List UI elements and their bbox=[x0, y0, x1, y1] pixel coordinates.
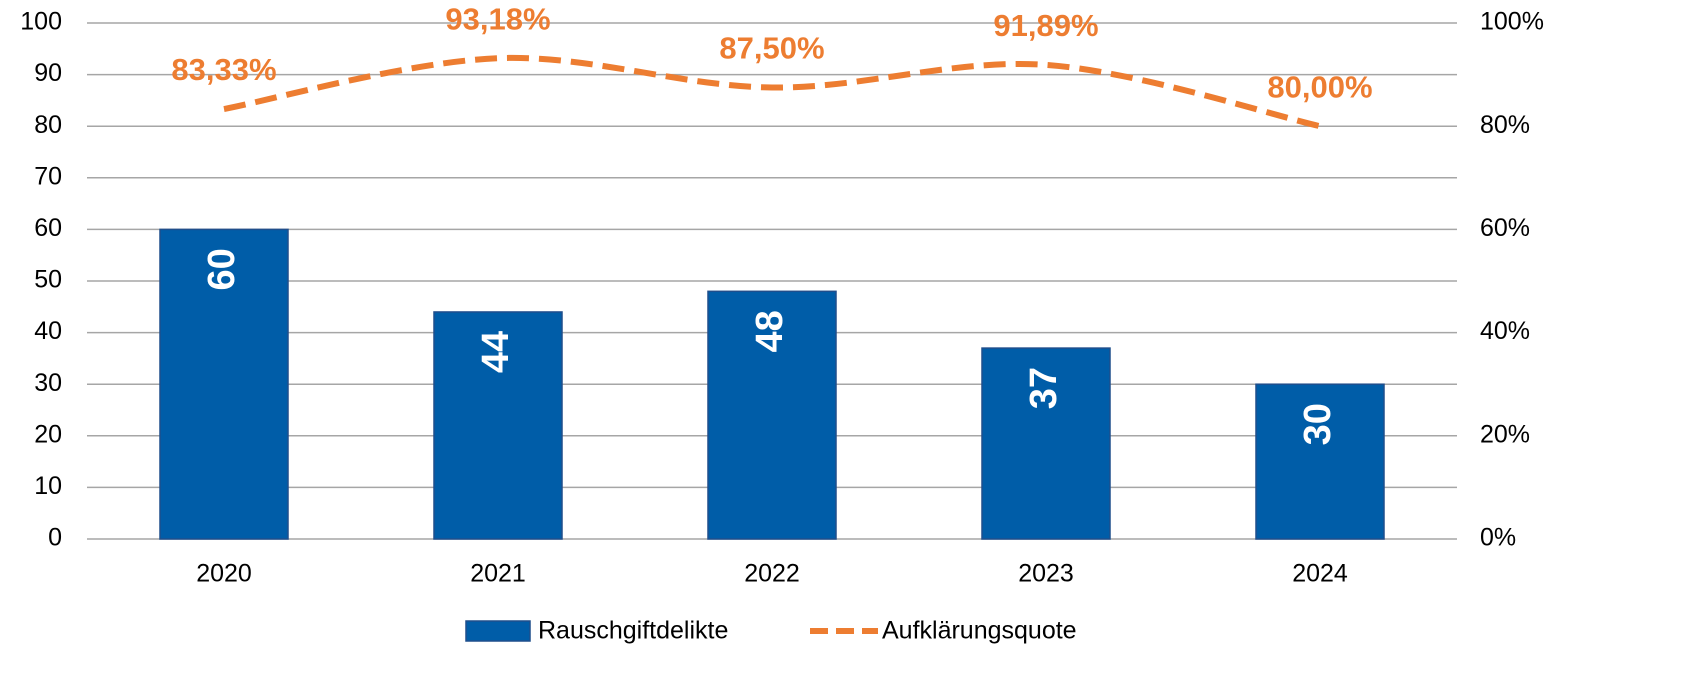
bar-value-label: 44 bbox=[475, 331, 517, 373]
y-tick-label: 80 bbox=[34, 111, 62, 139]
y-tick-label: 70 bbox=[34, 162, 62, 190]
bar-value-label: 48 bbox=[749, 310, 791, 352]
bar-value-label: 37 bbox=[1023, 367, 1065, 409]
bar bbox=[1255, 383, 1385, 540]
y-tick-label: 90 bbox=[34, 59, 62, 87]
legend-label: Aufklärungsquote bbox=[882, 617, 1077, 645]
line bbox=[223, 54, 1321, 130]
y-tick-label: 30 bbox=[34, 369, 62, 397]
x-tick-label: 2024 bbox=[1292, 560, 1348, 588]
x-tick-label: 2021 bbox=[470, 560, 526, 588]
y2-tick-label: 100% bbox=[1480, 8, 1544, 36]
x-tick-label: 2023 bbox=[1018, 560, 1074, 588]
y2-tick-label: 0% bbox=[1480, 524, 1516, 552]
bar-value-label: 60 bbox=[201, 248, 243, 290]
bar bbox=[707, 290, 837, 540]
line-value-label: 91,89% bbox=[993, 8, 1098, 43]
y-tick-label: 60 bbox=[34, 214, 62, 242]
y2-tick-label: 60% bbox=[1480, 214, 1530, 242]
y-tick-label: 40 bbox=[34, 317, 62, 345]
y-tick-label: 20 bbox=[34, 420, 62, 448]
y-tick-label: 50 bbox=[34, 266, 62, 294]
y-tick-label: 10 bbox=[34, 472, 62, 500]
line-value-label: 87,50% bbox=[719, 31, 824, 66]
bar bbox=[159, 228, 289, 540]
line-value-label: 93,18% bbox=[445, 1, 550, 36]
x-tick-label: 2020 bbox=[196, 560, 252, 588]
legend-label: Rauschgiftdelikte bbox=[538, 617, 728, 645]
y2-tick-label: 20% bbox=[1480, 420, 1530, 448]
y-tick-label: 100 bbox=[20, 8, 62, 36]
y2-tick-label: 80% bbox=[1480, 111, 1530, 139]
bar bbox=[433, 311, 563, 540]
line-value-label: 83,33% bbox=[171, 52, 276, 87]
line-value-label: 80,00% bbox=[1267, 69, 1372, 104]
bar-value-label: 30 bbox=[1297, 403, 1339, 445]
y-tick-label: 0 bbox=[48, 524, 62, 552]
x-tick-label: 2022 bbox=[744, 560, 800, 588]
legend-swatch bbox=[465, 620, 531, 642]
bar bbox=[981, 347, 1111, 540]
y2-tick-label: 40% bbox=[1480, 317, 1530, 345]
